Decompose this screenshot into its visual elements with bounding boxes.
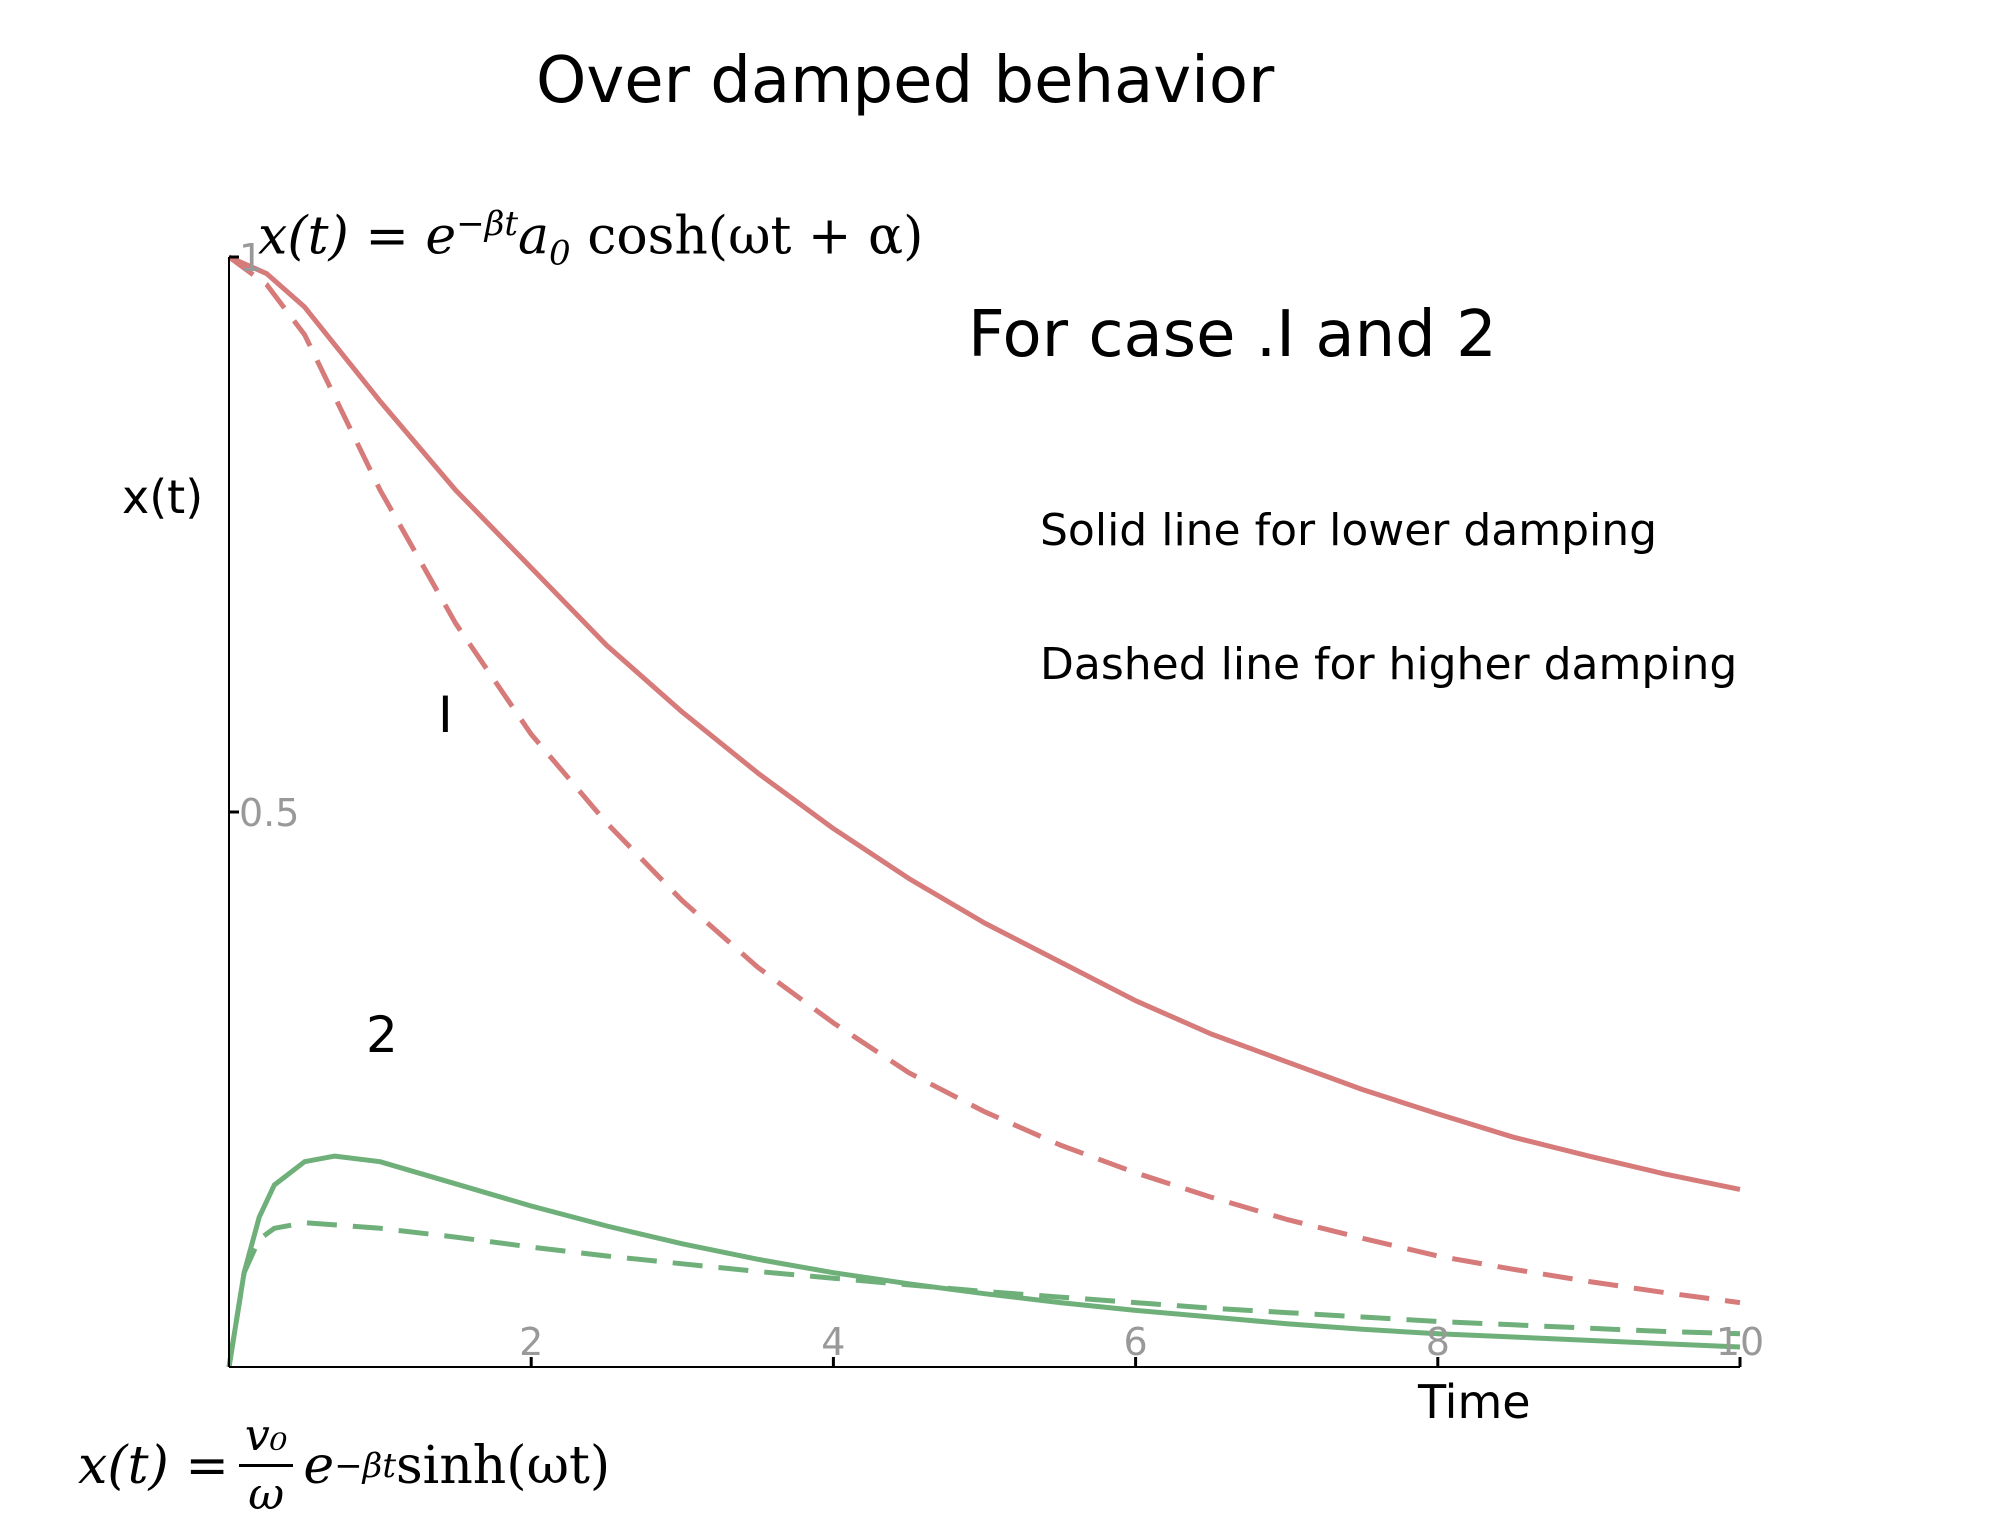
eq-bottom-lhs: x(t) = — [78, 1435, 229, 1496]
eq-bottom-den: ω — [248, 1469, 285, 1520]
eq-top-lhs: x(t) = e — [258, 206, 457, 267]
case-label: For case .I and 2 — [968, 298, 1497, 372]
eq-top-tail: cosh(ωt + α) — [570, 206, 924, 267]
eq-bottom-e: e — [303, 1435, 335, 1496]
eq-top-sub: 0 — [549, 233, 571, 274]
eq-bottom-exp: −βt — [334, 1445, 396, 1486]
x-tick-label: 4 — [821, 1320, 845, 1364]
x-axis-label: Time — [1418, 1375, 1531, 1429]
y-tick-label: 0.5 — [239, 791, 299, 835]
x-tick-label: 2 — [519, 1320, 543, 1364]
equation-sinh: x(t) = v₀ ω e −βt sinh(ωt) — [78, 1408, 610, 1523]
curve-label-case1: I — [438, 686, 453, 744]
eq-bottom-fraction: v₀ ω — [238, 1408, 294, 1523]
legend-solid-text: Solid line for lower damping — [1040, 505, 1658, 556]
series-case2-dashed-line — [226, 1220, 1741, 1368]
tick-layer: 2 4 6 8 10 0.5 1 — [229, 236, 1764, 1367]
x-tick-label: 10 — [1716, 1320, 1764, 1364]
x-tick-label: 6 — [1124, 1320, 1148, 1364]
page-title: Over damped behavior — [536, 44, 1275, 118]
y-axis-label: x(t) — [122, 470, 204, 524]
axis-layer — [228, 257, 1740, 1368]
eq-bottom-tail: sinh(ωt) — [396, 1435, 611, 1496]
y-tick-label: 1 — [239, 236, 263, 280]
legend-dashed-text: Dashed line for higher damping — [1040, 639, 1738, 690]
equation-cosh: x(t) = e−βta0 cosh(ωt + α) — [258, 204, 923, 274]
eq-top-exp: −βt — [456, 204, 519, 244]
eq-top-a: a — [518, 206, 550, 267]
eq-bottom-num: v₀ — [238, 1408, 294, 1467]
series-case1-solid-line — [227, 254, 1741, 1192]
series-layer — [226, 254, 1741, 1368]
curve-label-case2: 2 — [366, 1006, 398, 1064]
series-case2-solid-line — [226, 1153, 1741, 1368]
series-case1-dashed-line — [227, 254, 1741, 1306]
x-tick-label: 8 — [1426, 1320, 1450, 1364]
